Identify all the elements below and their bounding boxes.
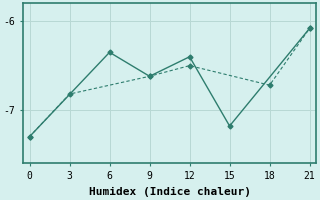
X-axis label: Humidex (Indice chaleur): Humidex (Indice chaleur) [89,186,251,197]
